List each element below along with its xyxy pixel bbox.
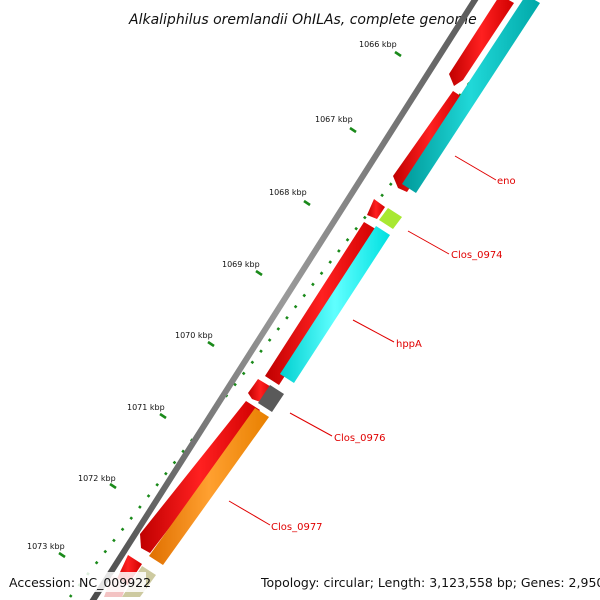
cds-arrow-6 xyxy=(140,401,260,553)
gene-clos-0977 xyxy=(149,408,269,565)
gene-hppa xyxy=(280,226,390,383)
major-tick-1069 xyxy=(255,269,263,277)
cds-arrow-4 xyxy=(265,222,379,385)
major-tick-1072 xyxy=(109,482,117,490)
tick-label-1069: 1069 kbp xyxy=(222,260,260,269)
major-tick-1067 xyxy=(349,126,357,134)
cds-arrow-1 xyxy=(449,0,514,86)
cds-arrow-3 xyxy=(367,199,385,219)
major-tick-1070 xyxy=(207,340,215,348)
map-title: Alkaliphilus oremlandii OhILAs, complete… xyxy=(128,12,477,28)
leader-clos-0974 xyxy=(407,230,450,255)
major-tick-1071 xyxy=(159,412,167,420)
major-tick-1073 xyxy=(58,551,66,559)
tick-label-1068: 1068 kbp xyxy=(269,188,307,197)
tick-label-1066: 1066 kbp xyxy=(359,40,397,49)
genome-info: Topology: circular; Length: 3,123,558 bp… xyxy=(260,575,600,590)
footer-backdrop-left xyxy=(6,572,146,592)
leader-clos-0977 xyxy=(228,500,271,526)
tick-label-1071: 1071 kbp xyxy=(127,403,165,412)
gene-label-eno: eno xyxy=(497,176,516,187)
gene-label-clos-0976: Clos_0976 xyxy=(334,433,386,444)
gene-label-clos-0977: Clos_0977 xyxy=(271,522,323,533)
major-tick-1068 xyxy=(303,199,311,207)
genome-backbone xyxy=(89,0,479,600)
tick-label-1070: 1070 kbp xyxy=(175,331,213,340)
gene-label-hppa: hppA xyxy=(396,339,422,350)
tick-label-1072: 1072 kbp xyxy=(78,474,116,483)
gene-label-leaders xyxy=(228,155,497,526)
leader-hppa xyxy=(352,319,395,343)
tick-label-1067: 1067 kbp xyxy=(315,115,353,124)
minor-tick-ring xyxy=(68,4,532,598)
leader-clos-0976 xyxy=(289,412,333,437)
gene-eno xyxy=(402,0,540,193)
gene-clos-0974 xyxy=(379,208,402,229)
leader-eno xyxy=(454,155,497,181)
tick-label-1073: 1073 kbp xyxy=(27,542,65,551)
major-ticks xyxy=(58,50,402,559)
cds-track-forward xyxy=(114,0,514,585)
gene-label-clos-0974: Clos_0974 xyxy=(451,250,503,261)
major-tick-1066 xyxy=(394,50,402,58)
accession-label: Accession: NC_009922 xyxy=(9,575,151,590)
gene-clos-0976 xyxy=(258,385,284,412)
